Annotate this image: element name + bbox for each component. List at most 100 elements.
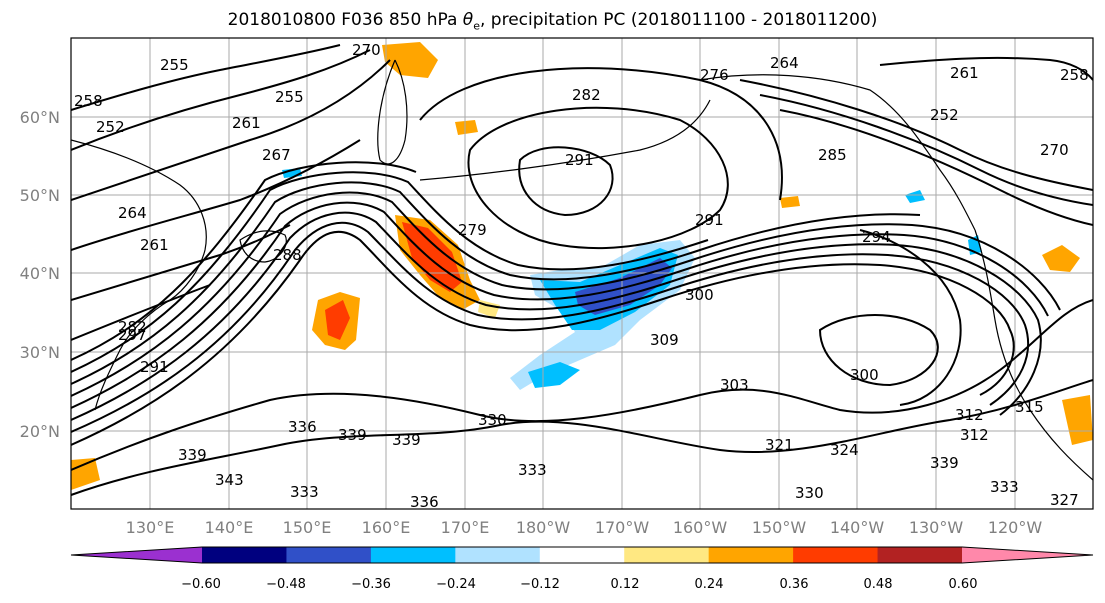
- theta-e-contour: [71, 44, 341, 111]
- colorbar-segment: [539, 547, 625, 563]
- colorbar-tick-label: 0.60: [949, 577, 978, 592]
- colorbar-tick-label: −0.60: [181, 577, 221, 592]
- colorbar-segment: [877, 547, 963, 563]
- contour-label: 339: [178, 446, 207, 464]
- lat-label: 60°N: [20, 108, 60, 127]
- theta-e-contour: [71, 284, 211, 341]
- colorbar-segment: [370, 547, 456, 563]
- contour-label: 291: [140, 358, 169, 376]
- contour-label: 276: [700, 66, 729, 84]
- lat-label: 40°N: [20, 264, 60, 283]
- precip-positive-blob: [382, 42, 438, 78]
- colorbar-segment: [455, 547, 541, 563]
- theta-e-contour: [518, 146, 614, 217]
- theta-e-contour: [71, 221, 1030, 433]
- contour-label: 291: [565, 151, 594, 169]
- longitude-labels: 130°E 140°E 150°E 160°E 170°E 180°W 170°…: [126, 518, 1043, 537]
- precip-shading: [71, 42, 1093, 490]
- coastline-aleutians: [419, 99, 711, 181]
- lon-label: 160°E: [362, 518, 411, 537]
- lon-label: 130°E: [126, 518, 175, 537]
- contour-label: 324: [830, 441, 859, 459]
- contour-label: 330: [795, 484, 824, 502]
- precip-positive-blob: [780, 196, 800, 208]
- colorbar-segment: [202, 547, 287, 563]
- coastline-asia: [71, 139, 207, 411]
- lon-label: 170°W: [595, 518, 650, 537]
- theta-e-contour: [71, 230, 1015, 446]
- contour-label: 339: [392, 431, 421, 449]
- colorbar-tick-label: 0.36: [780, 577, 809, 592]
- colorbar: [70, 546, 1094, 564]
- colorbar-segment: [793, 547, 879, 563]
- contour-label: 270: [1040, 141, 1069, 159]
- theta-e-contour: [71, 181, 921, 385]
- colorbar-extend-min: [71, 547, 202, 563]
- contour-label: 252: [96, 118, 125, 136]
- contour-label: 294: [862, 228, 891, 246]
- contour-label: 336: [410, 493, 439, 511]
- contour-label: 261: [232, 114, 261, 132]
- colorbar-tick-label: −0.48: [266, 577, 306, 592]
- precip-positive-blob: [1062, 395, 1093, 445]
- colorbar-tick-label: 0.48: [864, 577, 893, 592]
- contour-label: 270: [352, 41, 381, 59]
- theta-e-contour: [71, 49, 371, 151]
- contour-label: 333: [990, 478, 1019, 496]
- lon-label: 130°W: [909, 518, 964, 537]
- contour-label: 333: [290, 483, 319, 501]
- map-frame: [70, 37, 1094, 510]
- theta-e-contour: [71, 171, 709, 373]
- theta-e-contour: [818, 314, 939, 387]
- theta-e-contour: [71, 211, 1042, 421]
- contour-label: 264: [118, 204, 147, 222]
- theta-e-contour: [71, 379, 1093, 496]
- contour-label: 333: [518, 461, 547, 479]
- lon-label: 140°E: [205, 518, 254, 537]
- contour-label: 282: [118, 318, 147, 336]
- theta-e-contour: [71, 191, 1061, 397]
- gridlines: [71, 38, 1093, 509]
- theta-e-contours: [71, 44, 1093, 496]
- colorbar-extend-max: [962, 547, 1093, 563]
- colorbar-tick-label: −0.36: [351, 577, 391, 592]
- theta-e-contour: [71, 161, 417, 361]
- contour-label: 300: [850, 366, 879, 384]
- coastline-na-west: [974, 229, 1093, 481]
- contour-label: 339: [930, 454, 959, 472]
- theta-e-contour: [467, 106, 729, 250]
- lon-label: 120°W: [988, 518, 1043, 537]
- contour-label: 288: [273, 246, 302, 264]
- precip-positive-blob: [1042, 245, 1080, 272]
- colorbar-segment: [286, 547, 372, 563]
- contour-label: 264: [770, 54, 799, 72]
- contour-label: 315: [1015, 398, 1044, 416]
- contour-label: 327: [1050, 491, 1079, 509]
- contour-label: 261: [140, 236, 169, 254]
- colorbar-tick-label: −0.12: [520, 577, 560, 592]
- lon-label: 180°W: [516, 518, 571, 537]
- lon-label: 150°E: [283, 518, 332, 537]
- contour-label: 258: [74, 92, 103, 110]
- coastline-alaska: [699, 74, 976, 231]
- map-title: 2018010800 F036 850 hPa θe, precipitatio…: [227, 10, 878, 33]
- theta-e-contour: [71, 59, 391, 201]
- contour-label: 279: [458, 221, 487, 239]
- colorbar-tick-label: 0.24: [695, 577, 724, 592]
- theta-e-contour: [419, 67, 783, 201]
- contour-label: 282: [572, 86, 601, 104]
- contour-label: 312: [960, 426, 989, 444]
- theta-e-contour: [71, 224, 291, 301]
- lon-label: 160°W: [673, 518, 728, 537]
- coastline-japan: [239, 230, 287, 263]
- contour-label: 291: [695, 211, 724, 229]
- contour-label: 252: [930, 106, 959, 124]
- theta-e-contour: [739, 79, 1093, 191]
- precip-positive-core: [325, 300, 350, 340]
- lon-label: 150°W: [752, 518, 807, 537]
- theta-e-contour: [879, 56, 1093, 81]
- contour-label: 255: [160, 56, 189, 74]
- theta-e-contour: [71, 139, 361, 251]
- contour-label: 267: [262, 146, 291, 164]
- contour-label: 330: [478, 411, 507, 429]
